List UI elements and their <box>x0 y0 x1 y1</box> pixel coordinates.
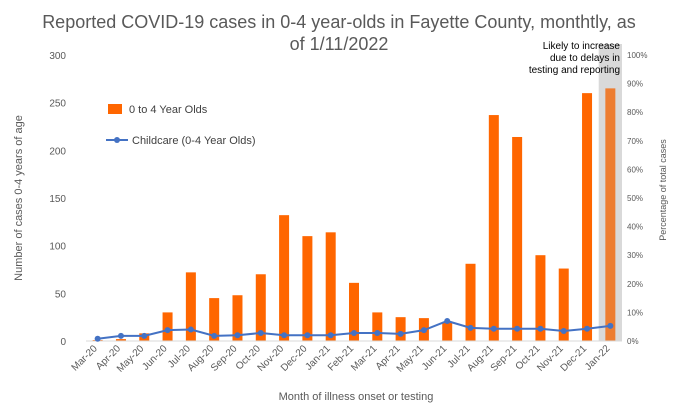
point <box>281 332 288 339</box>
point <box>164 327 171 334</box>
point <box>117 332 124 339</box>
bar <box>349 282 359 341</box>
y-tick-label: 250 <box>49 99 66 110</box>
bar <box>162 312 173 341</box>
point <box>374 329 381 336</box>
point <box>257 329 264 336</box>
y2-axis-label: Percentage of total cases <box>658 139 668 241</box>
x-axis-ticks: Mar-20Apr-20May-20Jun-20Jul-20Aug-20Sep-… <box>70 343 613 375</box>
y2-tick-label: 10% <box>627 308 643 317</box>
point <box>304 332 311 339</box>
y-tick-label: 100 <box>49 242 66 253</box>
point <box>537 325 544 332</box>
y2-tick-label: 80% <box>627 108 643 117</box>
point <box>514 325 521 332</box>
y2-tick-label: 20% <box>627 280 643 289</box>
annotation-line: Likely to increase <box>543 41 621 52</box>
y-tick-label: 0 <box>60 337 66 348</box>
annotation-line: due to delays in <box>550 53 620 64</box>
y-tick-label: 200 <box>49 146 66 157</box>
legend-swatch-bar <box>108 104 122 114</box>
y2-axis-ticks: 0% 10% 20% 30% 40% 50% 60% 70% 80% 90% 100% <box>627 51 647 346</box>
point <box>211 332 218 339</box>
bar <box>279 215 290 341</box>
y-tick-label: 50 <box>55 289 67 300</box>
point <box>351 329 357 336</box>
y2-tick-label: 50% <box>627 194 643 203</box>
bar <box>442 321 453 341</box>
y-tick-label: 300 <box>49 51 66 62</box>
bar <box>302 236 313 341</box>
y2-tick-label: 70% <box>627 137 643 146</box>
bar <box>395 317 406 341</box>
point <box>584 325 591 332</box>
legend-label: 0 to 4 Year Olds <box>129 104 208 116</box>
x-axis-label: Month of illness onset or testing <box>279 391 434 403</box>
bar <box>209 298 220 341</box>
annotation-line: testing and reporting <box>529 65 620 76</box>
bar <box>325 232 336 341</box>
bar <box>488 115 499 341</box>
x-tick-label: Dec-21 <box>559 343 590 374</box>
point <box>467 324 474 331</box>
y2-tick-label: 0% <box>627 337 639 346</box>
chart-title-line: Reported COVID-19 cases in 0-4 year-olds… <box>42 12 636 32</box>
y2-tick-label: 90% <box>627 80 643 89</box>
point <box>141 332 148 339</box>
chart-title: Reported COVID-19 cases in 0-4 year-olds… <box>42 12 636 54</box>
bar <box>232 295 243 341</box>
y2-tick-label: 30% <box>627 251 643 260</box>
x-tick-label: Dec-20 <box>279 343 310 374</box>
y2-tick-label: 100% <box>627 51 647 60</box>
x-tick-label: Mar-21 <box>349 343 379 373</box>
y-axis-label: Number of cases 0-4 years of age <box>13 115 25 281</box>
bar <box>582 93 593 341</box>
point <box>397 330 404 337</box>
y2-tick-label: 40% <box>627 223 643 232</box>
bar-series <box>92 88 616 341</box>
legend-swatch-point <box>114 137 120 143</box>
y-tick-label: 150 <box>49 194 66 205</box>
y-axis-ticks: 0 50 100 150 200 250 300 <box>49 51 66 348</box>
point <box>607 322 614 329</box>
bar <box>115 339 126 341</box>
bar <box>255 274 266 341</box>
legend-label: Childcare (0-4 Year Olds) <box>132 135 256 147</box>
point <box>420 327 427 334</box>
bar <box>605 88 616 341</box>
x-tick-label: Jun-21 <box>420 343 450 373</box>
point <box>187 326 194 333</box>
point <box>560 327 567 334</box>
point <box>234 332 241 339</box>
legend: 0 to 4 Year Olds Childcare (0-4 Year Olds… <box>106 104 256 147</box>
x-tick-label: Jan-22 <box>583 343 613 373</box>
bar <box>535 255 546 341</box>
bar <box>465 263 476 341</box>
bar <box>185 272 196 341</box>
bar <box>512 136 523 341</box>
x-tick-label: May-21 <box>395 343 427 375</box>
y2-tick-label: 60% <box>627 165 643 174</box>
bar <box>558 268 569 341</box>
point <box>94 335 101 342</box>
bar <box>372 312 383 341</box>
x-tick-label: Sep-21 <box>489 343 520 374</box>
point <box>327 332 334 339</box>
point <box>490 325 497 332</box>
x-tick-label: Jun-20 <box>140 343 170 373</box>
point <box>444 317 451 324</box>
chart-title-line: of 1/11/2022 <box>290 34 389 54</box>
line-series <box>94 317 614 342</box>
x-tick-label: Sep-20 <box>209 343 240 374</box>
x-tick-label: Mar-20 <box>70 343 100 373</box>
